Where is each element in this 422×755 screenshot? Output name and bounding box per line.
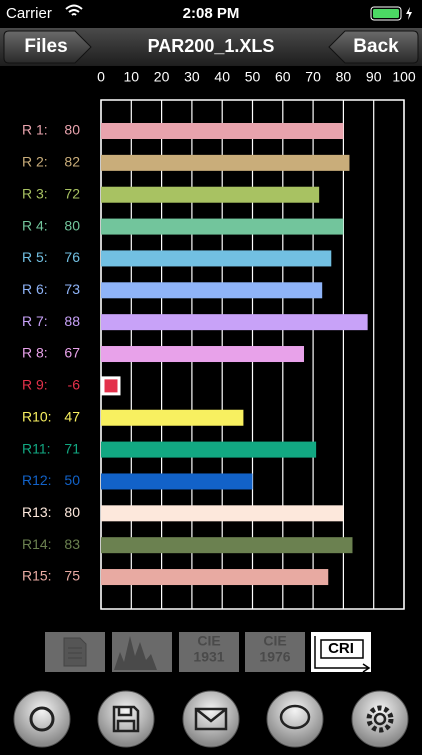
settings-button[interactable]	[351, 690, 409, 748]
value-label: -6	[68, 377, 81, 393]
value-label: 82	[64, 154, 80, 170]
doc-icon	[63, 637, 87, 667]
category-label: R12:	[22, 472, 52, 488]
category-label: R 6:	[22, 281, 48, 297]
category-label: R 1:	[22, 122, 48, 138]
bar	[101, 250, 332, 267]
save-icon	[112, 705, 140, 733]
settings-hub	[373, 712, 387, 726]
x-tick-label: 70	[305, 69, 321, 85]
toolbar	[13, 690, 409, 748]
bar	[101, 505, 344, 522]
cri-icon	[314, 636, 371, 673]
back-button[interactable]	[328, 30, 419, 64]
mail-icon	[194, 707, 228, 731]
files-button[interactable]	[3, 30, 92, 64]
bar	[101, 346, 305, 363]
category-label: R 4:	[22, 217, 48, 233]
x-tick-label: 20	[154, 69, 170, 85]
value-label: 80	[64, 217, 80, 233]
category-label: R 8:	[22, 345, 48, 361]
camera-icon	[29, 706, 55, 732]
mail-button[interactable]	[182, 690, 240, 748]
x-tick-label: 90	[366, 69, 382, 85]
battery	[370, 6, 402, 21]
carrier: Carrier	[6, 5, 52, 22]
camera-button[interactable]	[13, 690, 71, 748]
x-tick-label: 10	[124, 69, 140, 85]
files-label[interactable]: Files	[24, 36, 67, 57]
value-label: 88	[64, 313, 80, 329]
bar	[101, 441, 317, 458]
spectrum-icon	[114, 636, 165, 670]
x-tick-label: 0	[97, 69, 105, 85]
value-label: 76	[64, 249, 80, 265]
time: 2:08 PM	[183, 5, 240, 22]
value-label: 73	[64, 281, 80, 297]
nav-title: PAR200_1.XLS	[148, 36, 275, 56]
view-tab-label: CIE	[197, 633, 220, 649]
message-icon	[279, 704, 311, 730]
view-tab-label: 1976	[259, 649, 290, 665]
back-label[interactable]: Back	[353, 36, 399, 57]
value-label: 71	[64, 440, 80, 456]
view-tab-label: CIE	[263, 633, 286, 649]
bar	[101, 154, 350, 171]
chart: 0 10 20 30 40 50 60 70 80 90 100 R 1: 80 R 2: 82 R 3: 72…	[22, 69, 416, 610]
view-tab-label: CRI	[328, 640, 354, 657]
value-label: 83	[64, 536, 80, 552]
bar	[101, 186, 320, 203]
x-tick-label: 50	[245, 69, 261, 85]
category-label: R 3:	[22, 185, 48, 201]
category-label: R10:	[22, 408, 52, 424]
charging-icon	[406, 7, 412, 20]
x-tick-label: 30	[184, 69, 200, 85]
value-label: 75	[64, 568, 80, 584]
category-label: R11:	[22, 440, 51, 456]
view-tab[interactable]	[245, 632, 305, 672]
save-button[interactable]	[97, 690, 155, 748]
bar	[101, 569, 329, 586]
x-tick-label: 100	[392, 69, 416, 85]
wifi-icon	[65, 4, 83, 16]
value-label: 80	[64, 504, 80, 520]
bar	[101, 473, 253, 490]
value-label: 80	[64, 122, 80, 138]
value-label: 72	[64, 185, 80, 201]
category-label: R13:	[22, 504, 52, 520]
negative-marker	[101, 376, 121, 396]
value-label: 47	[64, 408, 80, 424]
bar	[101, 282, 323, 299]
bar	[101, 123, 344, 139]
value-label: 67	[64, 345, 80, 361]
settings-icon	[366, 705, 394, 733]
category-label: R 2:	[22, 154, 48, 170]
x-tick-label: 40	[214, 69, 230, 85]
category-label: R14:	[22, 536, 52, 552]
bar	[101, 537, 353, 554]
x-tick-label: 80	[336, 69, 352, 85]
message-button[interactable]	[266, 690, 324, 748]
bar	[101, 314, 368, 331]
view-tab-label: 1931	[193, 649, 224, 665]
battery-level	[373, 9, 399, 18]
bar	[101, 409, 244, 426]
view-tab[interactable]	[179, 632, 239, 672]
category-label: R 7:	[22, 313, 48, 329]
category-label: R 9:	[22, 377, 48, 393]
category-label: R15:	[22, 568, 52, 584]
value-label: 50	[64, 472, 80, 488]
x-tick-label: 60	[275, 69, 291, 85]
bar	[101, 218, 344, 235]
category-label: R 5:	[22, 249, 48, 265]
